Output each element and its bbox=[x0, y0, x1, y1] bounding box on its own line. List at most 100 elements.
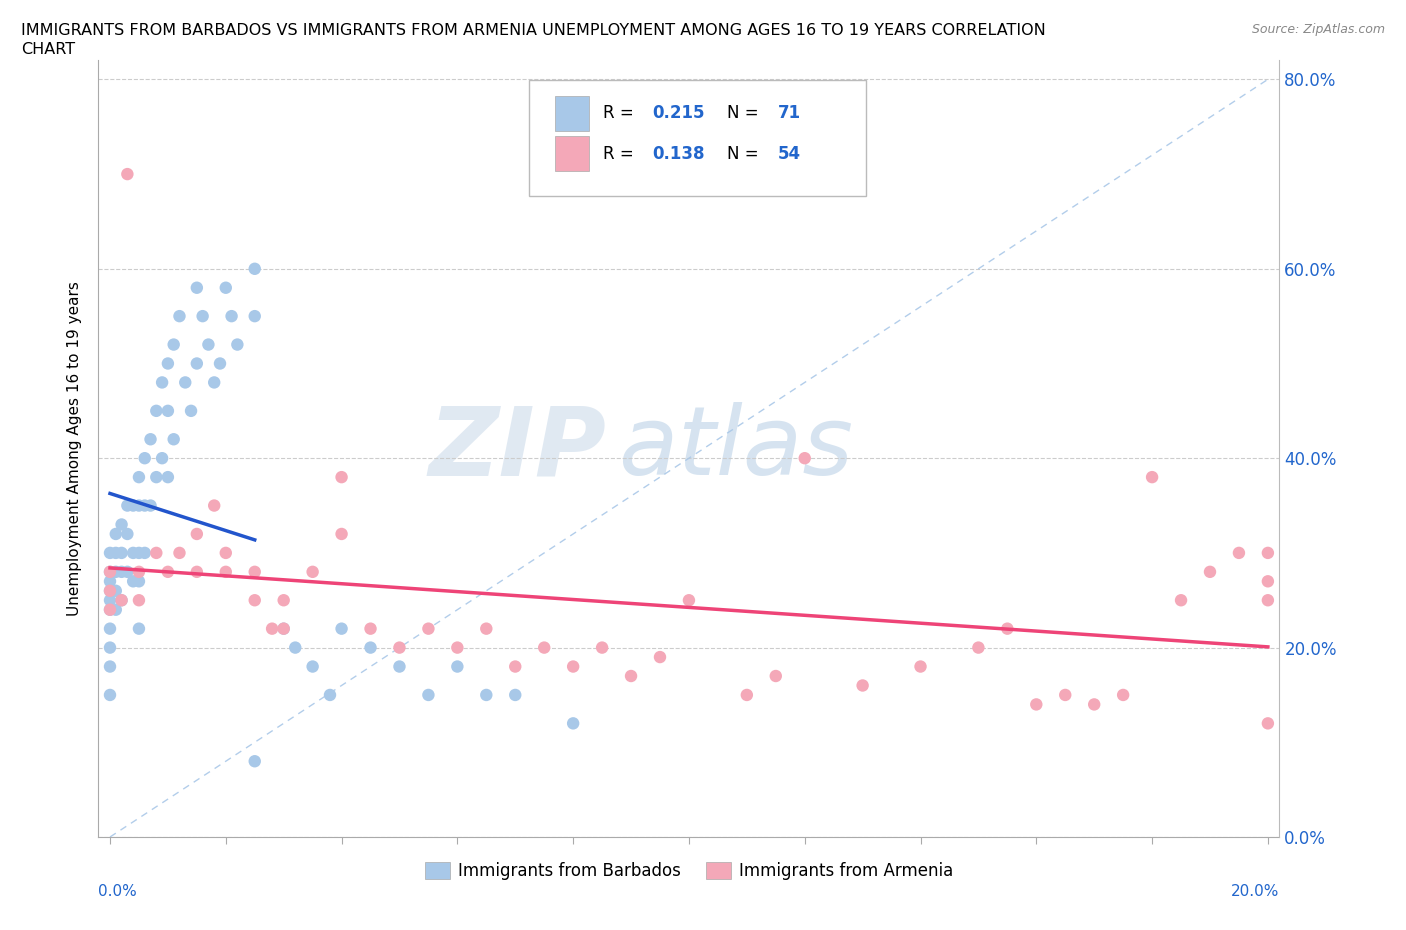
Point bbox=[1257, 716, 1279, 731]
Point bbox=[117, 166, 139, 181]
Point bbox=[215, 280, 238, 295]
Point bbox=[98, 621, 121, 636]
Point bbox=[98, 583, 121, 598]
Point bbox=[1170, 592, 1192, 607]
Point bbox=[1199, 565, 1222, 579]
Point bbox=[156, 470, 179, 485]
Point bbox=[910, 659, 932, 674]
Point bbox=[150, 451, 173, 466]
Point bbox=[967, 640, 990, 655]
Point bbox=[446, 659, 468, 674]
Point bbox=[1257, 574, 1279, 589]
Point bbox=[301, 565, 323, 579]
Point bbox=[169, 546, 191, 561]
Point bbox=[139, 498, 162, 513]
Point bbox=[104, 565, 127, 579]
Point bbox=[330, 526, 353, 541]
Point bbox=[678, 592, 700, 607]
Point bbox=[128, 498, 150, 513]
Point bbox=[104, 603, 127, 618]
Point bbox=[243, 592, 266, 607]
Point bbox=[418, 687, 440, 702]
Text: 71: 71 bbox=[778, 104, 800, 122]
Text: R =: R = bbox=[603, 145, 638, 163]
Text: N =: N = bbox=[727, 145, 763, 163]
Point bbox=[215, 546, 238, 561]
Point bbox=[186, 565, 208, 579]
Point bbox=[110, 592, 132, 607]
Point bbox=[128, 621, 150, 636]
Point bbox=[765, 669, 787, 684]
Point bbox=[117, 526, 139, 541]
Text: CHART: CHART bbox=[21, 42, 75, 57]
Point bbox=[134, 498, 156, 513]
Point bbox=[128, 592, 150, 607]
Point bbox=[110, 546, 132, 561]
Point bbox=[98, 659, 121, 674]
Point bbox=[110, 592, 132, 607]
Point bbox=[98, 592, 121, 607]
Point bbox=[98, 603, 121, 618]
Point bbox=[221, 309, 243, 324]
Point bbox=[104, 583, 127, 598]
Point bbox=[243, 309, 266, 324]
Y-axis label: Unemployment Among Ages 16 to 19 years: Unemployment Among Ages 16 to 19 years bbox=[67, 281, 83, 617]
Point bbox=[243, 754, 266, 769]
Point bbox=[330, 621, 353, 636]
Point bbox=[1227, 546, 1250, 561]
Point bbox=[156, 565, 179, 579]
Point bbox=[475, 687, 498, 702]
Point bbox=[243, 565, 266, 579]
Point bbox=[243, 261, 266, 276]
Point bbox=[202, 498, 225, 513]
Point bbox=[163, 337, 186, 352]
Point bbox=[128, 470, 150, 485]
Point bbox=[122, 546, 145, 561]
Point bbox=[98, 603, 121, 618]
Point bbox=[169, 309, 191, 324]
Point bbox=[110, 517, 132, 532]
Point bbox=[117, 498, 139, 513]
Point bbox=[134, 546, 156, 561]
Text: IMMIGRANTS FROM BARBADOS VS IMMIGRANTS FROM ARMENIA UNEMPLOYMENT AMONG AGES 16 T: IMMIGRANTS FROM BARBADOS VS IMMIGRANTS F… bbox=[21, 23, 1046, 38]
Point bbox=[620, 669, 643, 684]
Text: Source: ZipAtlas.com: Source: ZipAtlas.com bbox=[1251, 23, 1385, 36]
Point bbox=[180, 404, 202, 418]
Point bbox=[145, 404, 167, 418]
FancyBboxPatch shape bbox=[555, 96, 589, 131]
Point bbox=[128, 574, 150, 589]
Point bbox=[186, 280, 208, 295]
Point bbox=[360, 621, 382, 636]
Point bbox=[197, 337, 219, 352]
Point bbox=[418, 621, 440, 636]
Point bbox=[128, 546, 150, 561]
Point bbox=[226, 337, 249, 352]
Text: atlas: atlas bbox=[619, 402, 853, 495]
Point bbox=[98, 583, 121, 598]
Point bbox=[273, 592, 295, 607]
Point bbox=[793, 451, 815, 466]
Point bbox=[98, 565, 121, 579]
FancyBboxPatch shape bbox=[530, 80, 866, 196]
Point bbox=[128, 565, 150, 579]
Point bbox=[1083, 697, 1105, 711]
Point bbox=[98, 546, 121, 561]
Point bbox=[117, 565, 139, 579]
Point bbox=[591, 640, 613, 655]
Point bbox=[1257, 592, 1279, 607]
Point bbox=[104, 546, 127, 561]
Text: 54: 54 bbox=[778, 145, 800, 163]
Point bbox=[319, 687, 342, 702]
Text: 0.138: 0.138 bbox=[652, 145, 704, 163]
Text: 0.215: 0.215 bbox=[652, 104, 704, 122]
Point bbox=[648, 650, 671, 665]
Point bbox=[174, 375, 197, 390]
Point bbox=[562, 659, 585, 674]
Point bbox=[139, 432, 162, 446]
Point bbox=[995, 621, 1018, 636]
Point bbox=[98, 565, 121, 579]
Point bbox=[110, 565, 132, 579]
Point bbox=[134, 451, 156, 466]
Legend: Immigrants from Barbados, Immigrants from Armenia: Immigrants from Barbados, Immigrants fro… bbox=[418, 856, 960, 887]
Text: ZIP: ZIP bbox=[429, 402, 606, 495]
